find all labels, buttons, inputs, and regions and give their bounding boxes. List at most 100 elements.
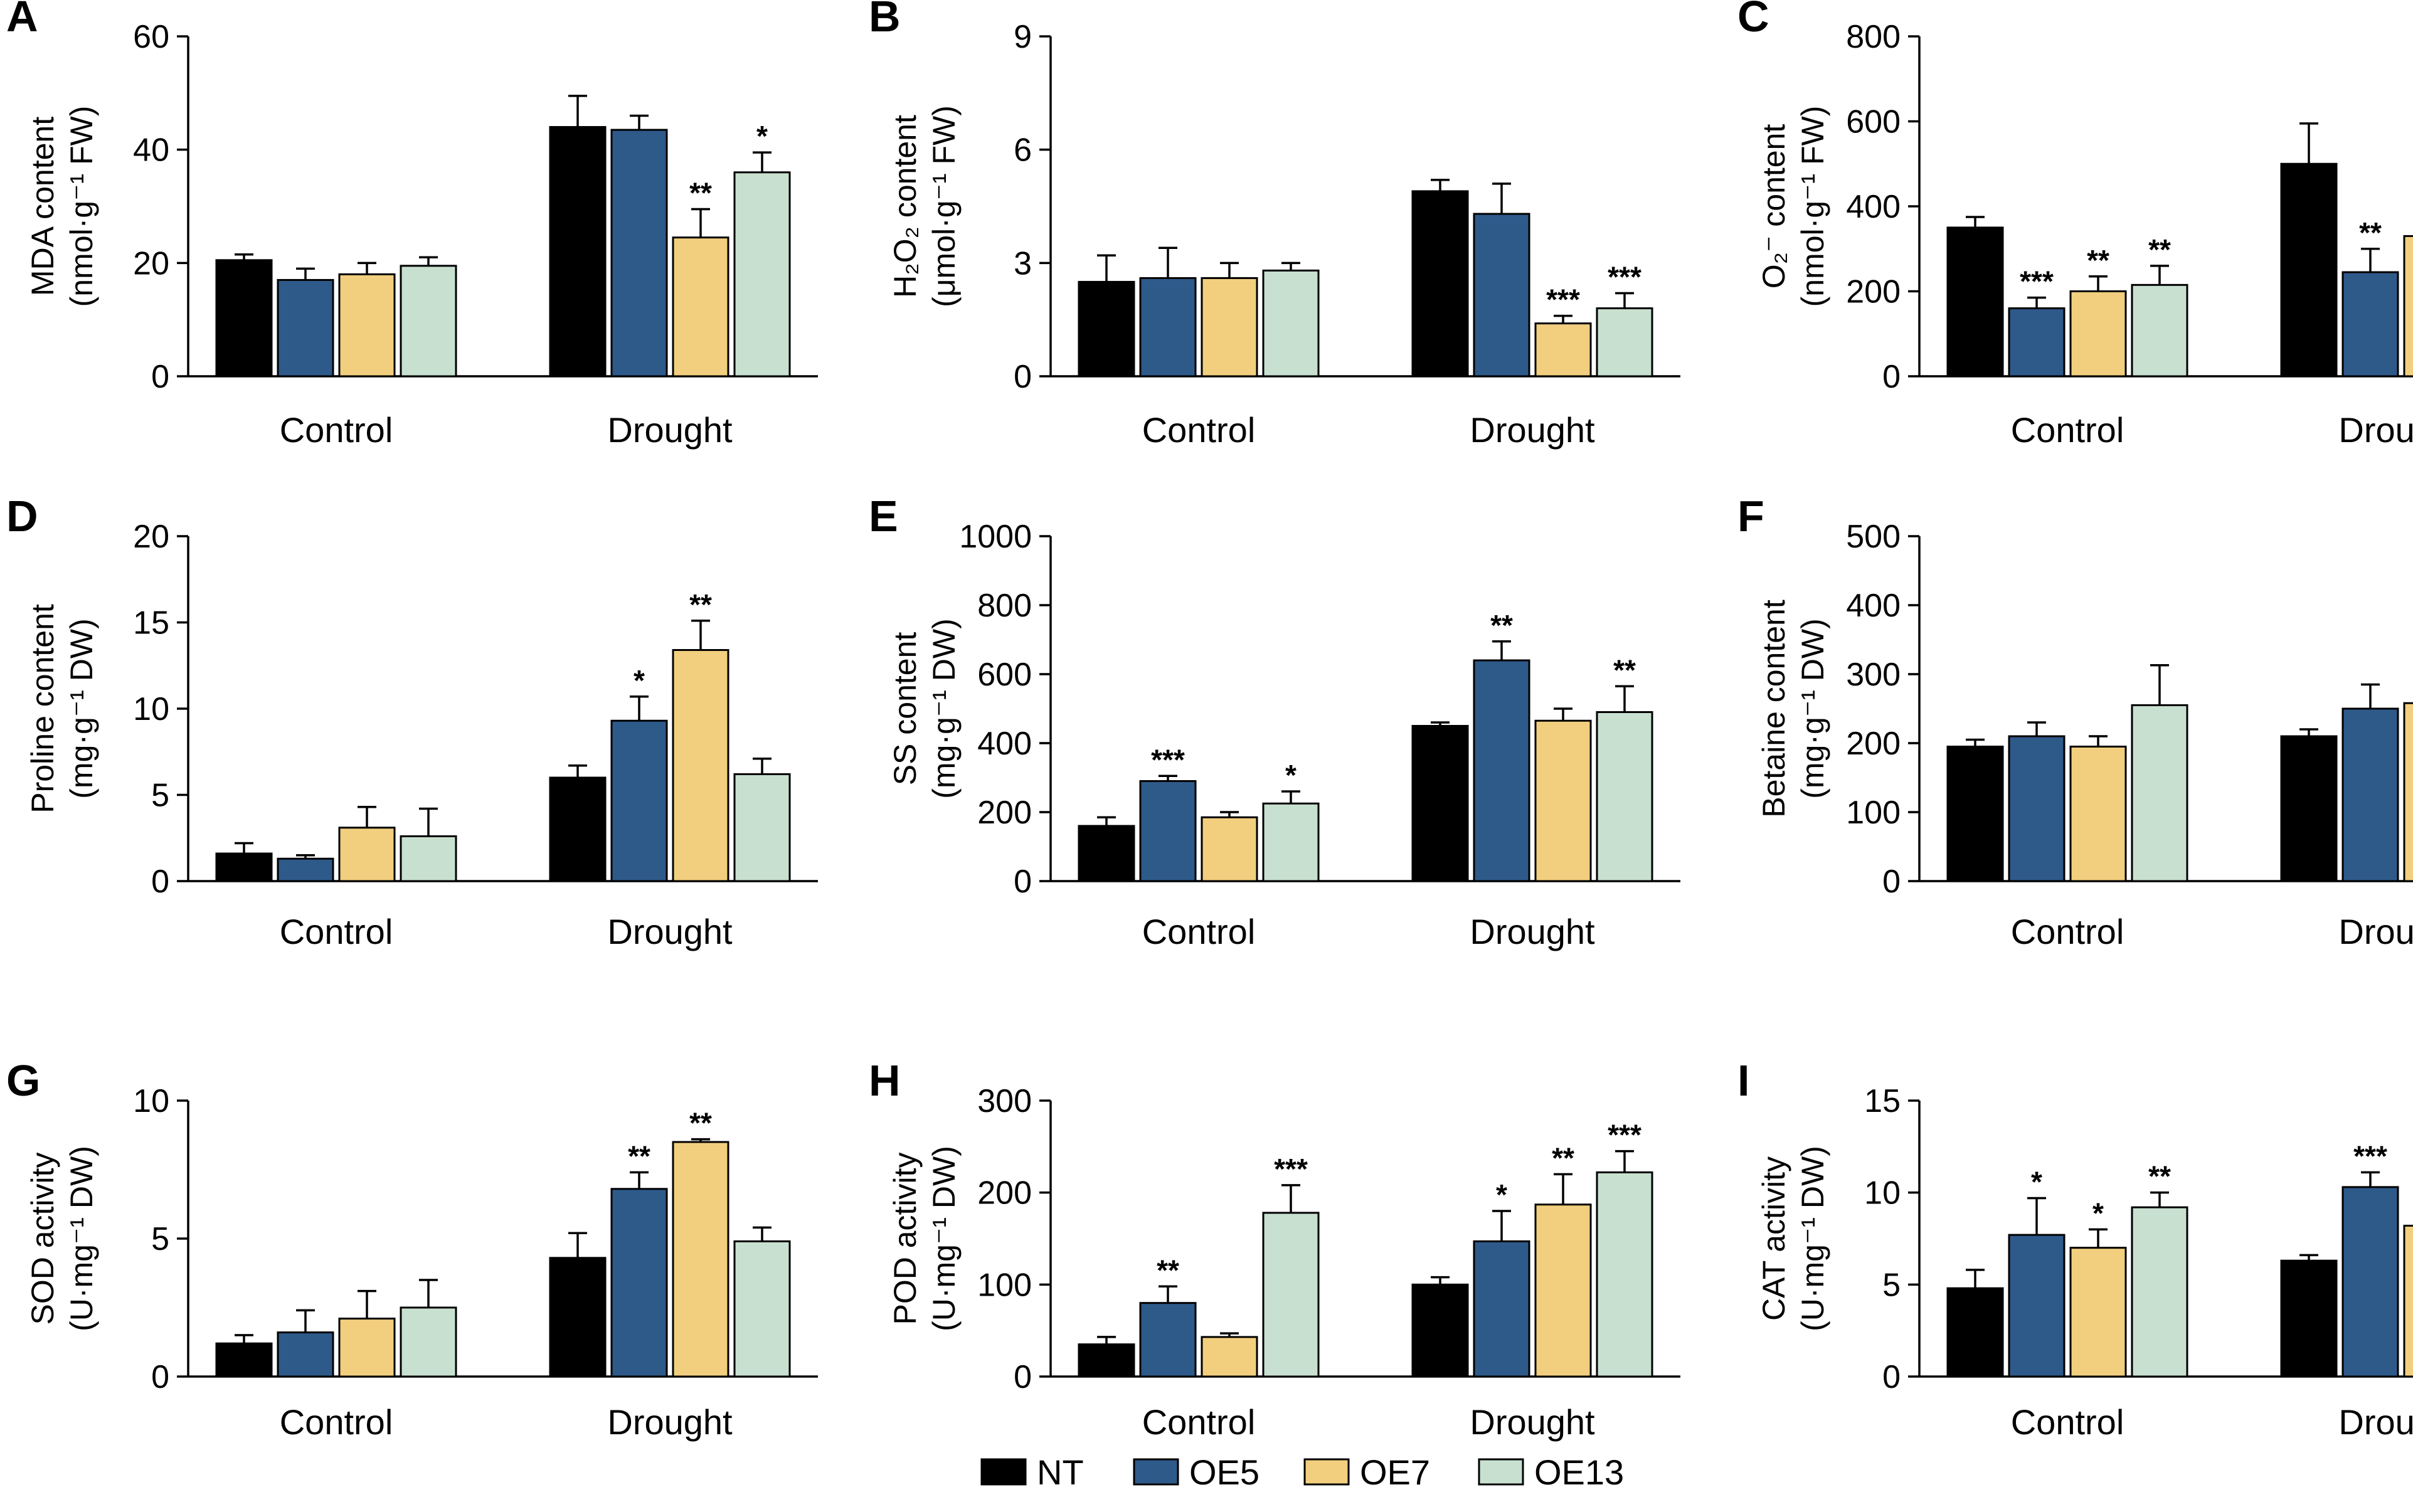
- y-tick-label: 0: [1882, 864, 1901, 900]
- bar-oe7: [1534, 1203, 1592, 1378]
- bar-oe13: [1262, 269, 1320, 378]
- bar-oe5: [610, 1188, 668, 1378]
- bar-nt: [2280, 735, 2338, 882]
- x-category-label: Drought: [1470, 1402, 1595, 1442]
- x-category-label: Control: [1142, 912, 1256, 951]
- y-axis-label: Betaine content (mg·g⁻¹ DW): [1756, 600, 1830, 818]
- significance-label: ***: [1608, 261, 1641, 293]
- bar-oe13: [2131, 1206, 2188, 1378]
- y-tick-label: 1000: [959, 519, 1032, 555]
- significance-label: ***: [2353, 1139, 2387, 1172]
- panel-H: H POD activity (U·mg⁻¹ DW) 0 100 200 300 Contro…: [869, 1056, 1680, 1442]
- y-tick-label: 400: [1846, 189, 1901, 225]
- bar-oe13: [733, 773, 791, 882]
- y-tick-label: 6: [1014, 132, 1032, 169]
- x-category-label: Control: [280, 912, 393, 951]
- legend-swatch-oe5: [1133, 1458, 1179, 1486]
- y-tick-label: 0: [151, 864, 169, 900]
- bar-oe13: [1262, 1212, 1320, 1378]
- y-tick-label: 5: [1882, 1267, 1901, 1303]
- bar-oe13: [1262, 802, 1320, 882]
- x-category-label: Control: [280, 410, 393, 450]
- panel-letter: E: [869, 492, 898, 541]
- panel-letter: F: [1737, 492, 1764, 541]
- x-category-label: Control: [1142, 410, 1256, 450]
- bar-oe7: [1534, 322, 1592, 378]
- significance-label: *: [634, 664, 645, 697]
- significance-label: *: [1496, 1178, 1507, 1211]
- significance-label: *: [1285, 759, 1297, 791]
- y-tick-label: 0: [1014, 359, 1032, 395]
- bar-oe7: [1534, 719, 1592, 882]
- y-tick-label: 0: [1882, 1359, 1901, 1395]
- significance-label: **: [1552, 1141, 1574, 1174]
- significance-label: **: [2148, 233, 2171, 266]
- bar-oe7: [672, 649, 729, 882]
- panel-C: C O₂⁻ content (nmol·g⁻¹ FW) 0 200 400 600 800 Co…: [1737, 0, 2413, 450]
- bar-oe13: [400, 835, 457, 882]
- bar-oe5: [1139, 780, 1197, 882]
- bar-oe7: [2403, 1224, 2413, 1378]
- bar-oe7: [2069, 746, 2127, 882]
- bar-nt: [1411, 1283, 1469, 1378]
- legend-swatch-oe13: [1478, 1458, 1524, 1486]
- x-category-label: Control: [280, 1402, 393, 1442]
- y-axis-label: CAT activity (U·mg⁻¹ DW): [1756, 1146, 1830, 1331]
- significance-label: **: [689, 1107, 712, 1139]
- y-tick-label: 800: [977, 588, 1032, 624]
- y-tick-label: 200: [977, 1175, 1032, 1212]
- bar-oe5: [1473, 659, 1530, 882]
- y-tick-label: 15: [133, 605, 169, 642]
- bar-oe5: [277, 857, 334, 882]
- y-tick-label: 0: [151, 1359, 169, 1395]
- y-axis-label: SOD activity (U·mg⁻¹ DW): [25, 1146, 99, 1331]
- y-tick-label: 600: [1846, 104, 1901, 140]
- significance-label: ***: [2020, 265, 2054, 298]
- bar-oe13: [1596, 711, 1653, 882]
- y-tick-label: 0: [1014, 864, 1032, 900]
- panel-letter: G: [6, 1056, 40, 1105]
- significance-label: *: [2031, 1165, 2042, 1198]
- bar-oe5: [277, 278, 334, 378]
- bar-nt: [1078, 825, 1135, 882]
- significance-label: **: [689, 177, 712, 209]
- significance-label: **: [2087, 244, 2109, 277]
- legend: NT OE5 OE7 OE13: [980, 1452, 1624, 1492]
- bar-oe7: [338, 1318, 396, 1378]
- bar-oe5: [1473, 213, 1530, 378]
- bar-nt: [1078, 1343, 1135, 1378]
- y-axis-label: POD activity (U·mg⁻¹ DW): [888, 1146, 962, 1331]
- bar-oe7: [2069, 1247, 2127, 1378]
- y-tick-label: 100: [977, 1267, 1032, 1303]
- significance-label: **: [2148, 1160, 2171, 1193]
- y-tick-label: 10: [133, 691, 169, 727]
- x-category-label: Drought: [1470, 410, 1595, 450]
- panel-letter: A: [6, 0, 38, 41]
- bar-oe7: [672, 236, 729, 378]
- bar-oe7: [338, 827, 396, 882]
- bar-nt: [1946, 226, 2004, 378]
- y-tick-label: 20: [133, 245, 169, 282]
- bar-nt: [215, 852, 273, 882]
- y-tick-label: 60: [133, 19, 169, 55]
- bar-nt: [549, 1257, 607, 1378]
- legend-label-oe13: OE13: [1534, 1452, 1624, 1492]
- y-tick-label: 10: [1864, 1175, 1901, 1212]
- bar-oe5: [2008, 735, 2066, 882]
- bar-oe13: [733, 1240, 791, 1378]
- significance-label: **: [1157, 1254, 1179, 1286]
- x-category-label: Drought: [2338, 1402, 2413, 1442]
- bar-oe5: [1473, 1240, 1530, 1378]
- x-category-label: Control: [2011, 1402, 2124, 1442]
- bar-oe7: [2403, 702, 2413, 882]
- bar-oe13: [1596, 307, 1653, 378]
- y-tick-label: 500: [1846, 519, 1901, 555]
- bar-oe5: [2008, 307, 2066, 378]
- x-category-label: Drought: [1470, 912, 1595, 951]
- legend-label-oe7: OE7: [1360, 1452, 1430, 1492]
- bar-oe5: [1139, 1302, 1197, 1378]
- bar-oe7: [2069, 290, 2127, 378]
